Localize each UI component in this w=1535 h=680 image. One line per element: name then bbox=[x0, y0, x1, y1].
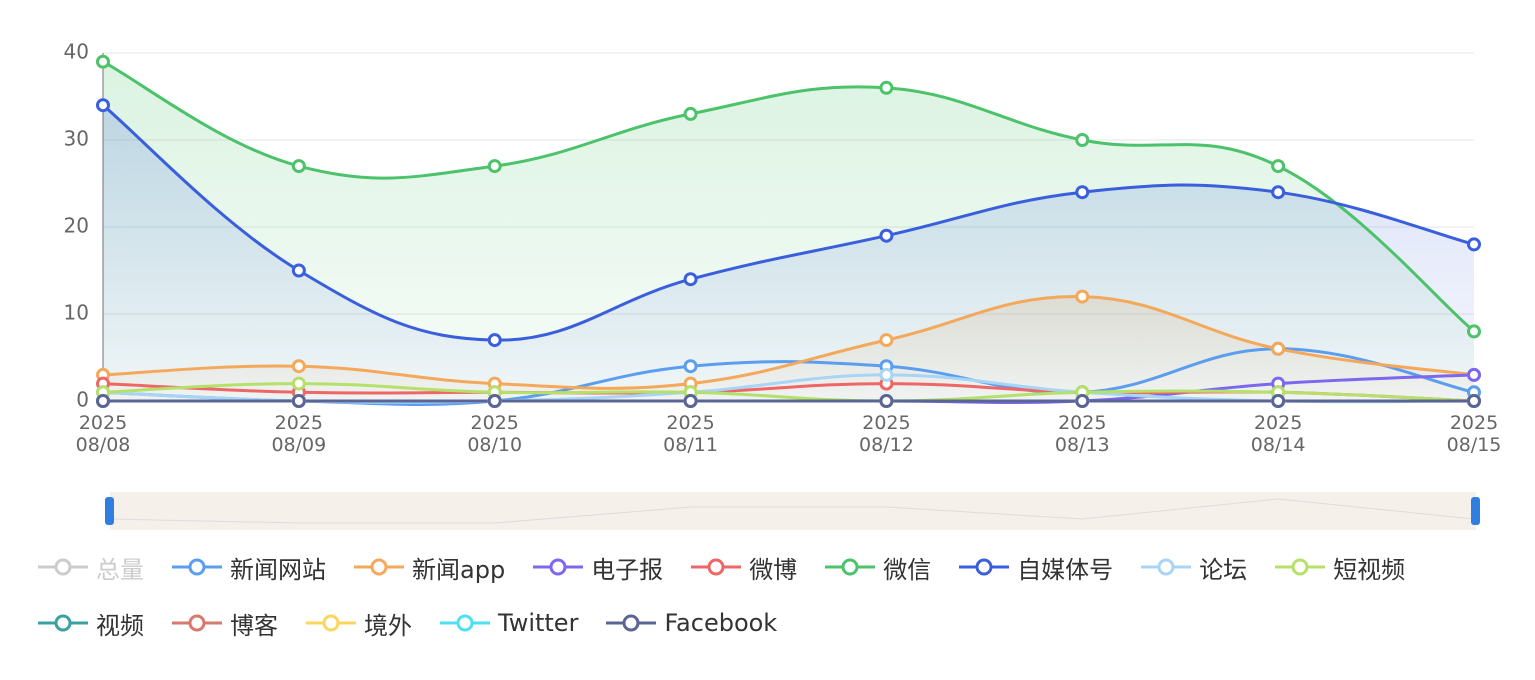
x-tick-label: 2025 08/11 bbox=[663, 412, 718, 456]
point bbox=[1075, 394, 1090, 408]
legend-label: Facebook bbox=[664, 609, 778, 637]
legend-item[interactable]: Facebook bbox=[606, 604, 777, 642]
point bbox=[1271, 394, 1286, 408]
point bbox=[1075, 185, 1090, 200]
legend-item[interactable]: 微信 bbox=[825, 548, 931, 586]
point bbox=[683, 394, 698, 408]
point bbox=[96, 54, 110, 69]
zoom-handle-right[interactable] bbox=[1471, 497, 1480, 525]
x-tick-label: 2025 08/12 bbox=[859, 412, 914, 456]
legend-label: 总量 bbox=[96, 555, 144, 584]
point bbox=[291, 376, 306, 391]
legend-label: 新闻app bbox=[412, 555, 506, 584]
x-tick-label: 2025 08/15 bbox=[1446, 412, 1502, 456]
point bbox=[487, 333, 502, 348]
point bbox=[291, 263, 306, 278]
x-tick-label: 2025 08/13 bbox=[1054, 412, 1110, 456]
legend-label: 电子报 bbox=[591, 555, 664, 584]
legend-icon bbox=[533, 558, 584, 576]
legend-icon bbox=[959, 558, 1010, 576]
legend-icon bbox=[38, 614, 88, 632]
legend-item[interactable]: 总量 bbox=[38, 548, 144, 586]
x-tick-label: 2025 08/14 bbox=[1250, 412, 1306, 456]
point bbox=[683, 272, 698, 287]
legend-label: 博客 bbox=[230, 611, 278, 640]
legend-icon bbox=[606, 614, 657, 632]
legend-label: 微博 bbox=[749, 555, 798, 584]
x-tick-label: 2025 08/10 bbox=[467, 412, 523, 456]
point bbox=[1467, 237, 1481, 252]
legend-item[interactable]: 自媒体号 bbox=[959, 548, 1113, 586]
point bbox=[1271, 341, 1286, 356]
line bbox=[102, 382, 1475, 403]
point bbox=[291, 159, 306, 174]
point bbox=[879, 394, 894, 408]
legend-item[interactable]: 博客 bbox=[172, 604, 278, 642]
legend-label: 微信 bbox=[883, 555, 932, 584]
y-tick-label: 10 bbox=[64, 301, 89, 325]
legend-item[interactable]: 境外 bbox=[306, 604, 412, 642]
legend-icon bbox=[38, 558, 88, 576]
legend-label: 新闻网站 bbox=[230, 555, 326, 584]
y-tick-label: 0 bbox=[76, 388, 89, 412]
x-tick-label: 2025 08/09 bbox=[271, 412, 327, 456]
legend-item[interactable]: 论坛 bbox=[1141, 548, 1247, 586]
line bbox=[102, 295, 1475, 390]
legend-item[interactable]: 新闻app bbox=[354, 548, 505, 586]
legend-item[interactable]: 新闻网站 bbox=[172, 548, 326, 586]
area bbox=[103, 105, 1474, 401]
legend-icon bbox=[354, 558, 404, 576]
y-tick-label: 40 bbox=[64, 40, 89, 64]
legend-item[interactable]: Twitter bbox=[440, 604, 578, 642]
point bbox=[879, 228, 894, 243]
legend-item[interactable]: 视频 bbox=[38, 604, 144, 642]
point bbox=[879, 80, 894, 95]
point bbox=[291, 394, 306, 408]
point bbox=[487, 159, 502, 174]
point bbox=[1467, 394, 1481, 408]
point bbox=[879, 333, 894, 348]
point bbox=[1271, 159, 1286, 174]
point bbox=[1271, 185, 1286, 200]
legend-item[interactable]: 电子报 bbox=[533, 548, 663, 586]
legend-icon bbox=[825, 558, 876, 576]
legend-label: 论坛 bbox=[1199, 555, 1248, 584]
point bbox=[683, 359, 698, 374]
x-tick-label: 2025 08/08 bbox=[75, 412, 131, 456]
point bbox=[1075, 133, 1090, 147]
legend-item[interactable]: 短视频 bbox=[1275, 548, 1405, 586]
zoom-handle-left[interactable] bbox=[105, 497, 114, 525]
legend-icon bbox=[306, 614, 356, 632]
legend-label: Twitter bbox=[498, 609, 579, 637]
legend-icon bbox=[440, 614, 490, 632]
legend-label: 境外 bbox=[364, 611, 412, 640]
legend-icon bbox=[1141, 558, 1192, 576]
legend-label: 自媒体号 bbox=[1017, 555, 1114, 584]
point bbox=[1467, 367, 1481, 382]
point bbox=[1075, 289, 1090, 304]
zoom-preview bbox=[109, 498, 1475, 524]
point bbox=[879, 367, 894, 382]
legend-icon bbox=[172, 614, 222, 632]
point bbox=[96, 98, 110, 113]
zoom-track bbox=[110, 492, 1476, 530]
point bbox=[487, 394, 502, 408]
legend: 总量 新闻网站 新闻app 电子报 微博 微信 自媒体号 论坛 短视频视频 博客 境外 Twitter… bbox=[38, 548, 1518, 642]
plot: 0 10 20 30 40 bbox=[64, 40, 1481, 530]
legend-item[interactable]: 微博 bbox=[691, 548, 797, 586]
point bbox=[96, 394, 110, 408]
point bbox=[683, 106, 698, 121]
point bbox=[291, 359, 306, 374]
legend-label: 短视频 bbox=[1333, 555, 1406, 584]
legend-icon bbox=[172, 558, 222, 576]
point bbox=[1467, 324, 1481, 339]
legend-icon bbox=[691, 558, 742, 576]
y-tick-label: 20 bbox=[64, 214, 89, 238]
legend-label: 视频 bbox=[96, 611, 144, 640]
legend-icon bbox=[1275, 558, 1326, 576]
y-tick-label: 30 bbox=[64, 127, 89, 151]
